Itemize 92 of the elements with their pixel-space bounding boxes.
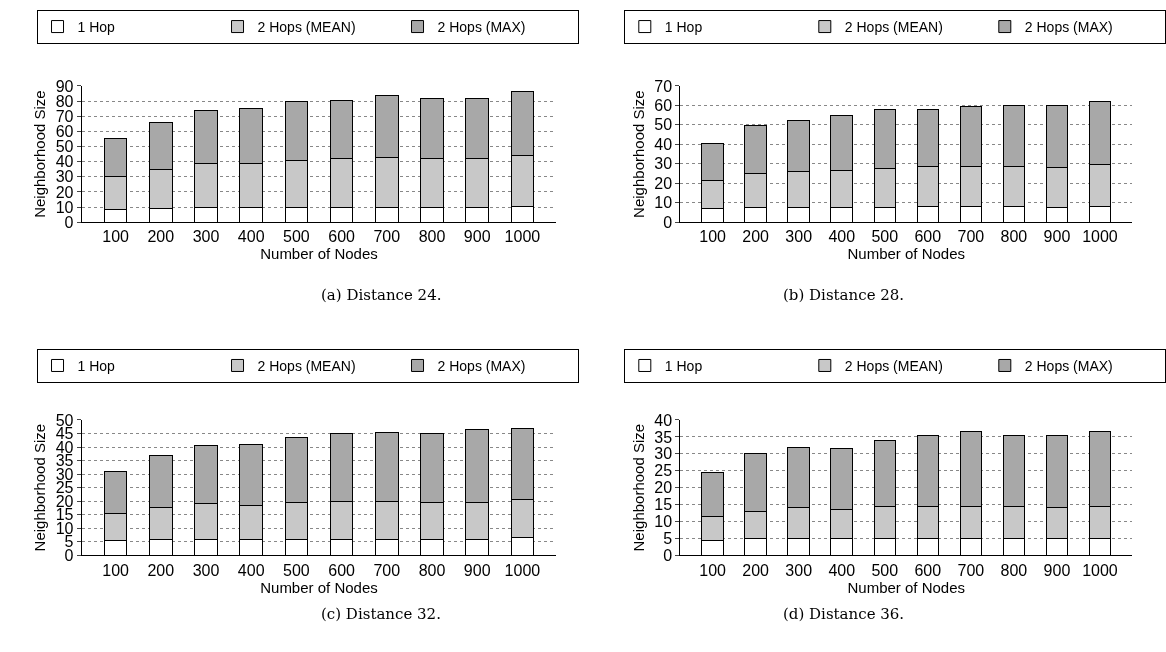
x-tick-label: 300 (785, 228, 813, 246)
y-axis-title: Neighborhood Size (30, 90, 48, 218)
y-tick-label: 10 (654, 513, 673, 531)
x-tick-label: 800 (1000, 561, 1028, 579)
y-tick-label: 0 (663, 213, 673, 231)
legend-label: 2 Hops (MAX) (437, 19, 526, 36)
x-tick-label: 1000 (504, 228, 541, 246)
x-tick-label: 700 (957, 561, 985, 579)
x-tick-label: 100 (102, 561, 130, 579)
x-tick-label: 900 (463, 561, 491, 579)
legend-label: 1 Hop (664, 357, 703, 374)
x-tick-label: 200 (742, 561, 770, 579)
x-tick-label: 500 (871, 561, 899, 579)
legend-label: 1 Hop (664, 19, 703, 36)
y-tick-label: 40 (654, 411, 673, 429)
legend-label: 2 Hops (MAX) (1024, 357, 1113, 374)
x-tick-label: 500 (871, 228, 899, 246)
x-tick-label: 500 (283, 561, 310, 579)
x-tick-label: 600 (328, 228, 356, 246)
y-tick-label: 0 (64, 213, 74, 231)
x-tick-label: 200 (742, 228, 770, 246)
y-tick-label: 70 (654, 77, 673, 95)
y-tick-label: 30 (654, 445, 673, 463)
y-tick-label: 0 (64, 546, 74, 564)
y-tick-label: 30 (55, 168, 74, 186)
x-tick-label: 600 (914, 228, 942, 246)
y-tick-label: 70 (55, 107, 74, 125)
x-tick-label: 100 (102, 228, 130, 246)
x-tick-label: 700 (957, 228, 985, 246)
y-tick-label: 40 (654, 135, 673, 153)
x-tick-label: 300 (192, 228, 220, 246)
y-tick-label: 15 (654, 496, 673, 514)
x-axis-title: Number of Nodes (847, 245, 966, 263)
legend-label: 2 Hops (MEAN) (257, 19, 356, 36)
y-tick-label: 25 (654, 462, 673, 480)
x-tick-label: 100 (699, 561, 727, 579)
text: (d) Distance 36. (783, 605, 905, 623)
x-tick-label: 1000 (504, 561, 541, 579)
legend-label: 2 Hops (MEAN) (257, 357, 356, 374)
text: (b) Distance 28. (783, 286, 905, 304)
y-tick-label: 35 (654, 428, 673, 446)
y-tick-label: 80 (55, 92, 74, 110)
y-tick-label: 10 (55, 198, 74, 216)
y-tick-label: 30 (654, 155, 673, 173)
x-tick-label: 500 (283, 228, 310, 246)
x-tick-label: 300 (192, 561, 220, 579)
y-tick-label: 60 (654, 96, 673, 114)
y-axis-title: Neighborhood Size (629, 90, 647, 218)
x-tick-label: 400 (828, 561, 856, 579)
y-tick-label: 0 (663, 546, 673, 564)
y-tick-label: 5 (663, 530, 673, 548)
legend-label: 1 Hop (77, 357, 116, 374)
y-tick-label: 20 (55, 183, 74, 201)
legend-label: 2 Hops (MEAN) (844, 357, 943, 374)
text: (a) Distance 24. (321, 286, 442, 304)
text: (c) Distance 32. (321, 605, 441, 623)
x-tick-label: 400 (237, 561, 265, 579)
x-tick-label: 900 (1043, 561, 1071, 579)
x-tick-label: 200 (147, 228, 175, 246)
x-tick-label: 600 (914, 561, 942, 579)
x-tick-label: 900 (463, 228, 491, 246)
legend-label: 1 Hop (77, 19, 116, 36)
x-tick-label: 600 (328, 561, 356, 579)
y-tick-label: 50 (55, 138, 74, 156)
x-tick-label: 800 (1000, 228, 1028, 246)
x-tick-label: 400 (828, 228, 856, 246)
x-tick-label: 300 (785, 561, 813, 579)
y-tick-label: 10 (654, 194, 673, 212)
legend-label: 2 Hops (MEAN) (844, 19, 943, 36)
x-axis-title: Number of Nodes (260, 245, 378, 263)
x-axis-title: Number of Nodes (260, 578, 378, 596)
x-tick-label: 800 (418, 228, 446, 246)
y-tick-label: 40 (55, 153, 74, 171)
y-axis-title: Neighborhood Size (629, 423, 647, 552)
x-tick-label: 100 (699, 228, 727, 246)
x-tick-label: 700 (373, 228, 401, 246)
x-tick-label: 400 (237, 228, 265, 246)
x-tick-label: 1000 (1082, 561, 1118, 579)
y-tick-label: 20 (654, 479, 673, 497)
y-tick-label: 90 (55, 77, 74, 95)
x-tick-label: 800 (418, 561, 446, 579)
y-tick-label: 60 (55, 122, 74, 140)
y-tick-label: 20 (654, 174, 673, 192)
legend-label: 2 Hops (MAX) (1024, 19, 1113, 36)
x-tick-label: 700 (373, 561, 401, 579)
x-tick-label: 200 (147, 561, 175, 579)
x-axis-title: Number of Nodes (847, 578, 966, 596)
x-tick-label: 900 (1043, 228, 1071, 246)
legend-label: 2 Hops (MAX) (437, 357, 526, 374)
y-axis-title: Neighborhood Size (30, 423, 48, 552)
x-tick-label: 1000 (1082, 228, 1118, 246)
y-tick-label: 50 (654, 116, 673, 134)
